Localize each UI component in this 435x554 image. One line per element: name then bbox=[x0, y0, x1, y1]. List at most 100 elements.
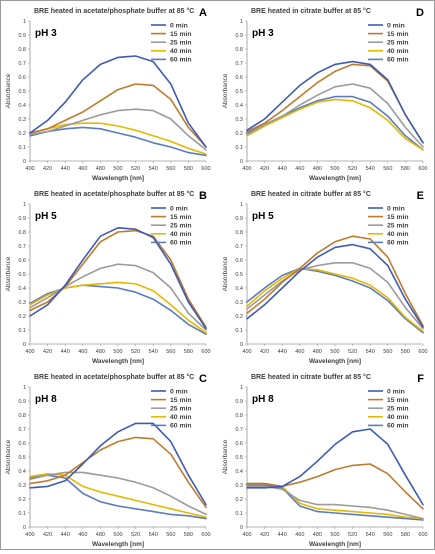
x-tick-label: 440 bbox=[61, 532, 70, 538]
x-axis-label: Wavelength [nm] bbox=[92, 541, 144, 548]
x-tick-label: 440 bbox=[278, 349, 287, 355]
y-tick-label: 0.1 bbox=[18, 511, 26, 517]
y-tick-label: 0.4 bbox=[235, 286, 243, 292]
x-tick-label: 420 bbox=[43, 166, 52, 172]
x-tick-label: 440 bbox=[61, 349, 70, 355]
x-tick-label: 480 bbox=[313, 349, 322, 355]
legend-label: 15 min bbox=[170, 397, 192, 404]
series-line-15-min bbox=[246, 63, 424, 144]
y-axis-label: Absorbance bbox=[222, 256, 229, 291]
series-line-0-min bbox=[246, 60, 424, 144]
y-tick-label: 0.7 bbox=[235, 61, 243, 67]
x-tick-label: 420 bbox=[260, 166, 269, 172]
x-tick-label: 420 bbox=[260, 532, 269, 538]
x-tick-label: 460 bbox=[78, 349, 87, 355]
y-tick-label: 0.7 bbox=[235, 427, 243, 433]
legend-label: 25 min bbox=[170, 223, 192, 230]
y-tick-label: 0.3 bbox=[18, 117, 26, 123]
y-tick-label: 0 bbox=[23, 159, 26, 165]
y-tick-label: 1 bbox=[240, 19, 243, 25]
panel-letter: D bbox=[416, 7, 424, 19]
legend-label: 15 min bbox=[387, 397, 409, 404]
legend-label: 25 min bbox=[387, 406, 409, 413]
legend-label: 25 min bbox=[387, 223, 409, 230]
x-tick-label: 520 bbox=[348, 349, 357, 355]
x-tick-label: 460 bbox=[78, 166, 87, 172]
x-tick-label: 400 bbox=[25, 349, 34, 355]
chart-panel-b: BRE heated in acetate/phosphate buffer a… bbox=[5, 190, 211, 365]
x-tick-label: 560 bbox=[383, 532, 392, 538]
panel-letter: E bbox=[417, 190, 424, 202]
x-tick-label: 480 bbox=[96, 349, 105, 355]
series-line-0-min bbox=[246, 428, 424, 506]
x-tick-label: 540 bbox=[149, 532, 158, 538]
series-line-60-min bbox=[246, 484, 424, 521]
x-tick-label: 500 bbox=[330, 532, 339, 538]
series-line-15-min bbox=[246, 235, 424, 327]
series-line-40-min bbox=[246, 267, 424, 333]
ph-label: pH 5 bbox=[252, 211, 274, 222]
y-tick-label: 0.5 bbox=[235, 455, 243, 461]
y-tick-label: 0.3 bbox=[235, 483, 243, 489]
y-tick-label: 0.1 bbox=[235, 145, 243, 151]
series-line-60-min bbox=[246, 95, 424, 151]
x-tick-label: 600 bbox=[201, 532, 210, 538]
x-tick-label: 460 bbox=[78, 532, 87, 538]
y-tick-label: 0.6 bbox=[18, 441, 26, 447]
x-tick-label: 460 bbox=[295, 349, 304, 355]
y-tick-label: 0.3 bbox=[18, 300, 26, 306]
y-tick-label: 0.9 bbox=[18, 33, 26, 39]
panel-letter: A bbox=[199, 7, 207, 19]
x-tick-label: 480 bbox=[96, 532, 105, 538]
y-tick-label: 0.1 bbox=[18, 328, 26, 334]
x-tick-label: 400 bbox=[25, 166, 34, 172]
chart-title: BRE heated in citrate buffer at 85 °C bbox=[251, 190, 371, 198]
series-line-25-min bbox=[246, 262, 424, 330]
y-tick-label: 0 bbox=[23, 342, 26, 348]
y-tick-label: 0.5 bbox=[18, 89, 26, 95]
y-tick-label: 0.2 bbox=[18, 314, 26, 320]
x-tick-label: 560 bbox=[383, 166, 392, 172]
x-tick-label: 500 bbox=[330, 166, 339, 172]
legend-label: 0 min bbox=[387, 388, 405, 395]
y-tick-label: 0.4 bbox=[235, 469, 243, 475]
x-tick-label: 580 bbox=[401, 532, 410, 538]
x-tick-label: 520 bbox=[131, 349, 140, 355]
series-line-60-min bbox=[29, 126, 207, 157]
series-line-40-min bbox=[29, 122, 207, 155]
x-tick-label: 580 bbox=[184, 166, 193, 172]
series-line-15-min bbox=[246, 463, 424, 510]
x-tick-label: 520 bbox=[131, 166, 140, 172]
x-tick-label: 400 bbox=[25, 532, 34, 538]
legend-label: 0 min bbox=[170, 205, 188, 212]
x-tick-label: 400 bbox=[242, 532, 251, 538]
y-tick-label: 0.9 bbox=[235, 216, 243, 222]
panel-letter: F bbox=[417, 373, 424, 385]
x-tick-label: 480 bbox=[313, 532, 322, 538]
x-tick-label: 600 bbox=[418, 349, 427, 355]
legend-label: 25 min bbox=[170, 40, 192, 47]
series-line-25-min bbox=[246, 485, 424, 520]
x-tick-label: 520 bbox=[348, 532, 357, 538]
y-tick-label: 0.5 bbox=[235, 89, 243, 95]
x-tick-label: 520 bbox=[348, 166, 357, 172]
y-tick-label: 0.4 bbox=[235, 103, 243, 109]
y-tick-label: 0.7 bbox=[235, 244, 243, 250]
panel-letter: C bbox=[199, 373, 207, 385]
y-tick-label: 1 bbox=[23, 385, 26, 391]
y-tick-label: 0.1 bbox=[235, 328, 243, 334]
series-line-40-min bbox=[246, 98, 424, 151]
ph-label: pH 3 bbox=[252, 28, 274, 39]
chart-title: BRE heated in citrate buffer at 85 °C bbox=[251, 373, 371, 381]
chart-title: BRE heated in acetate/phosphate buffer a… bbox=[34, 190, 194, 198]
x-axis-label: Wavelength [nm] bbox=[309, 541, 361, 548]
y-tick-label: 0.2 bbox=[18, 497, 26, 503]
x-tick-label: 420 bbox=[43, 532, 52, 538]
chart-title: BRE heated in acetate/phosphate buffer a… bbox=[34, 373, 194, 381]
x-tick-label: 560 bbox=[383, 349, 392, 355]
y-axis-label: Absorbance bbox=[5, 439, 12, 474]
x-tick-label: 540 bbox=[366, 532, 375, 538]
y-tick-label: 1 bbox=[23, 202, 26, 208]
